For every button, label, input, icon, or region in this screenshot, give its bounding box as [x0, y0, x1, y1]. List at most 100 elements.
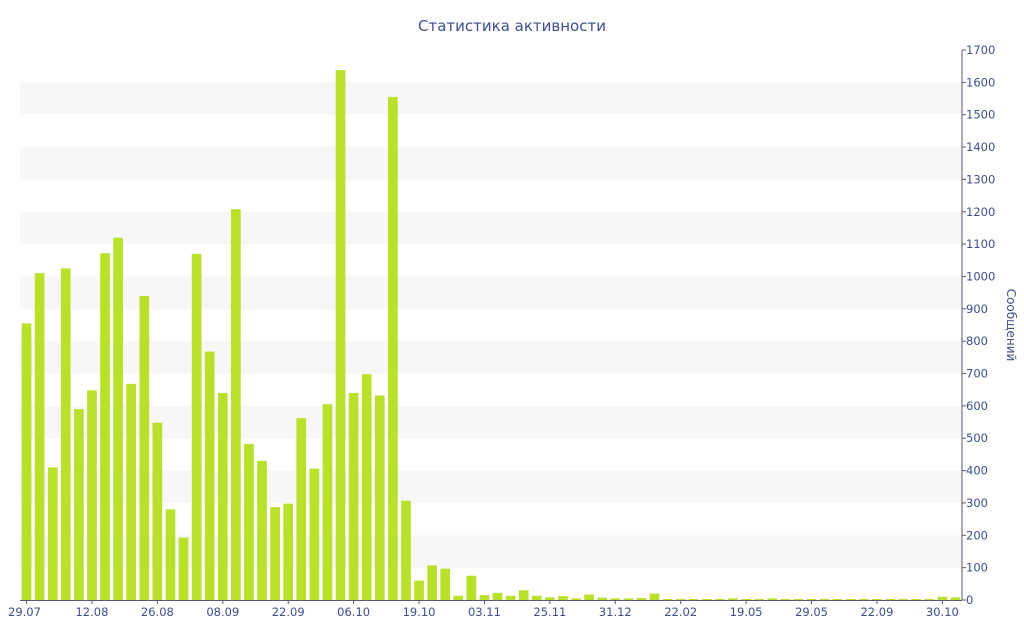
bar: [950, 597, 961, 600]
bar: [60, 268, 71, 600]
bar: [545, 597, 555, 600]
grid-band: [20, 276, 962, 309]
bar: [401, 500, 411, 600]
x-tick-label: 03.11: [468, 605, 501, 619]
x-tick-label: 12.08: [75, 605, 108, 619]
bar: [885, 599, 895, 600]
bar: [505, 595, 516, 600]
x-tick-label: 22.09: [272, 605, 305, 619]
x-tick-label: 25.11: [533, 605, 566, 619]
bar: [47, 467, 58, 600]
bar: [178, 537, 189, 600]
bar: [806, 599, 817, 600]
x-tick-label: 31.12: [599, 605, 632, 619]
bar: [348, 392, 359, 600]
bar: [479, 595, 490, 600]
bar: [322, 404, 333, 600]
x-tick-label: 26.08: [141, 605, 174, 619]
bar: [832, 599, 843, 600]
bar: [662, 599, 673, 600]
bar: [100, 253, 110, 600]
bar: [636, 598, 647, 600]
grid-band: [20, 535, 962, 568]
grid-band: [20, 211, 962, 245]
bar: [741, 599, 751, 600]
bar: [924, 599, 935, 600]
bar: [859, 599, 869, 600]
x-tick-label: 08.09: [206, 605, 239, 619]
bar: [309, 468, 320, 600]
bar: [597, 597, 608, 600]
bar: [440, 568, 451, 600]
bar: [453, 595, 464, 600]
bar: [571, 598, 581, 600]
bar: [191, 253, 202, 600]
y-tick-label: 300: [966, 496, 988, 510]
y-tick-label: 1400: [966, 140, 995, 154]
grid-band: [20, 470, 962, 503]
bar: [257, 460, 267, 600]
bar: [898, 599, 908, 600]
bar: [584, 594, 594, 600]
bar: [610, 598, 621, 600]
bar: [649, 593, 660, 600]
bar-series: [21, 70, 961, 600]
grid-band: [20, 405, 962, 439]
bar: [231, 209, 241, 600]
bar: [21, 323, 32, 600]
y-tick-label: 0: [966, 593, 973, 607]
grid-band: [20, 82, 962, 115]
bar: [688, 599, 699, 600]
bar: [845, 599, 856, 600]
bar: [702, 599, 712, 600]
bar: [937, 596, 948, 600]
y-tick-label: 1700: [966, 43, 995, 57]
bar: [767, 598, 778, 600]
bar: [414, 580, 424, 600]
chart-title: Статистика активности: [418, 17, 606, 35]
bar: [113, 237, 123, 600]
y-tick-label: 1000: [966, 269, 995, 283]
x-tick-label: 29.05: [795, 605, 828, 619]
bar: [531, 595, 542, 600]
bar: [139, 295, 150, 600]
bar: [165, 509, 176, 600]
bar: [204, 351, 215, 600]
bar: [518, 590, 529, 600]
y-axis-ticks: 0 100 200 300 400 500 600 700 800 900 1000 1100 1200…: [962, 43, 995, 607]
bar: [728, 598, 738, 600]
bar: [74, 409, 84, 600]
x-tick-label: 30.10: [926, 605, 959, 619]
bar: [675, 599, 686, 600]
y-tick-label: 1500: [966, 108, 995, 122]
bar: [87, 390, 97, 600]
bar: [466, 575, 477, 600]
grid-bands: [20, 82, 962, 568]
bar: [270, 507, 280, 600]
bar: [34, 273, 45, 600]
x-tick-label: 29.07: [8, 605, 41, 619]
bar: [427, 565, 437, 600]
bar: [819, 599, 830, 600]
y-tick-label: 600: [966, 399, 988, 413]
y-tick-label: 1200: [966, 205, 995, 219]
bar: [754, 599, 765, 600]
y-tick-label: 700: [966, 367, 988, 381]
x-tick-label: 19.10: [403, 605, 436, 619]
bar: [492, 592, 503, 600]
y-tick-label: 900: [966, 302, 988, 316]
bar: [911, 599, 922, 600]
bar: [715, 599, 725, 600]
y-tick-label: 800: [966, 334, 988, 348]
bar: [623, 598, 634, 600]
bar: [244, 444, 254, 600]
grid-band: [20, 341, 962, 374]
y-tick-label: 200: [966, 528, 988, 542]
y-tick-label: 500: [966, 431, 988, 445]
y-tick-label: 100: [966, 561, 988, 575]
x-tick-label: 22.09: [860, 605, 893, 619]
y-tick-label: 1300: [966, 172, 995, 186]
bar: [335, 70, 346, 600]
bar: [361, 374, 372, 600]
